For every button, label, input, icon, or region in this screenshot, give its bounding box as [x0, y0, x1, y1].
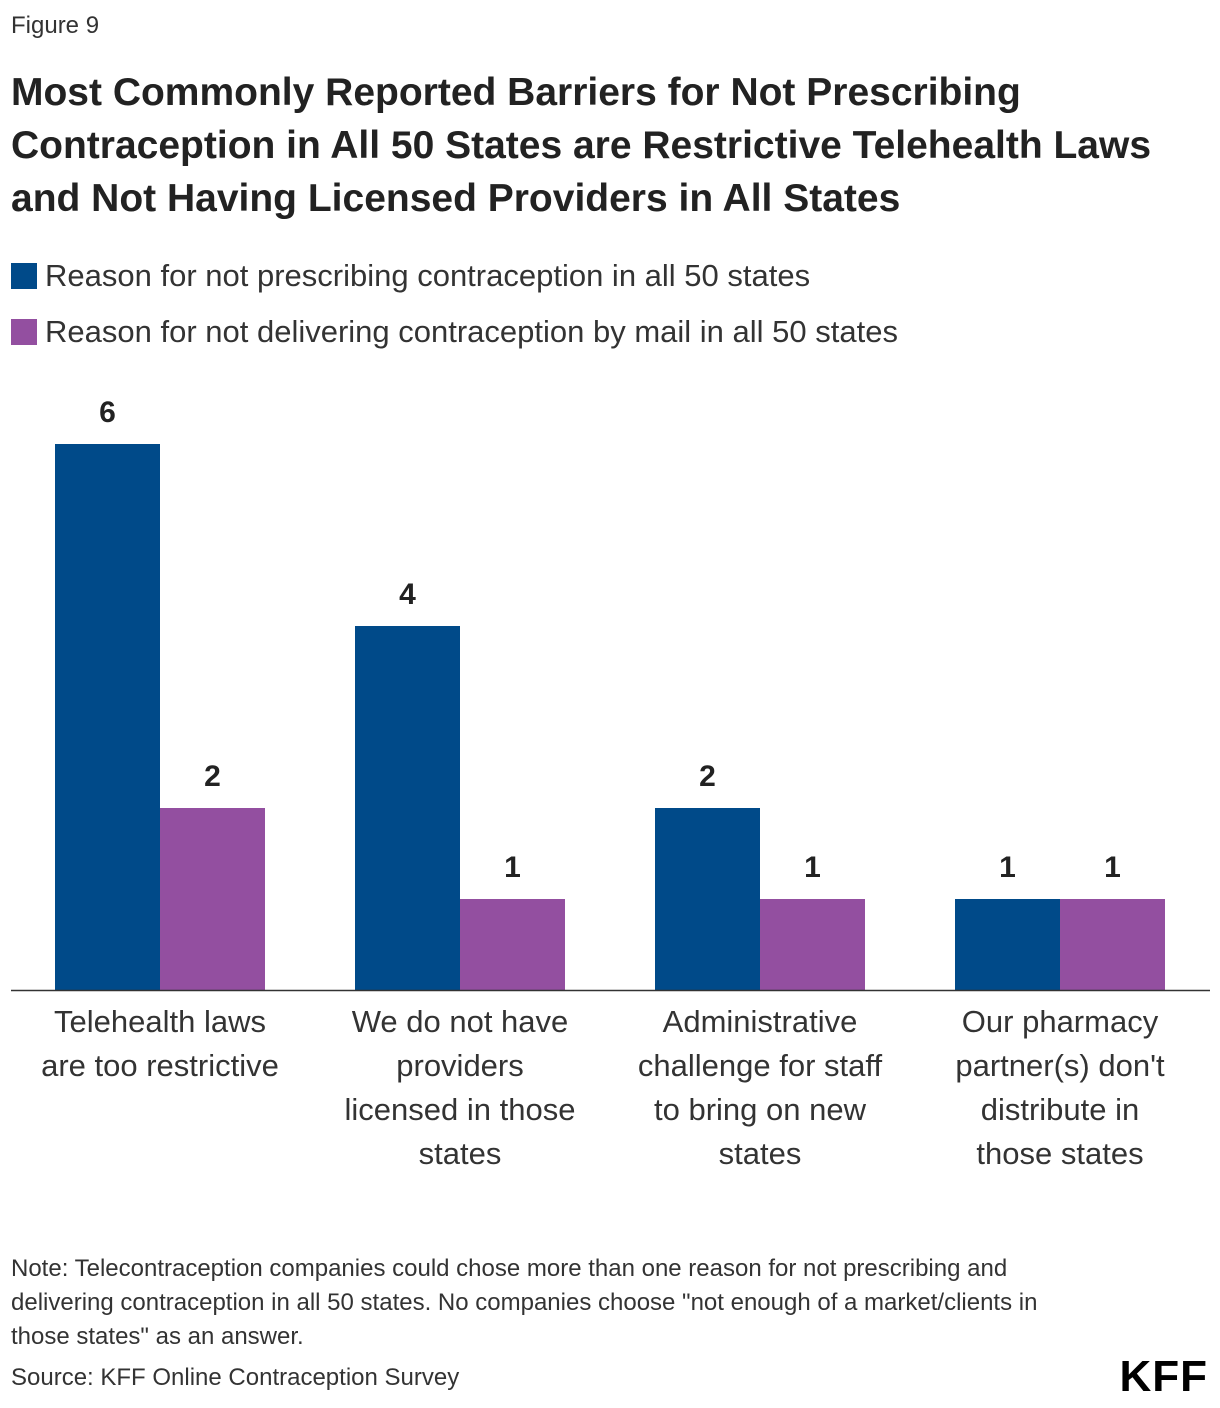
category-label: Telehealth laws are too restrictive — [41, 1004, 279, 1083]
bar-chart: 6 2 4 1 2 1 1 1 — [11, 396, 1210, 992]
bar-delivering — [460, 899, 565, 990]
data-label: 6 — [99, 396, 116, 429]
data-label: 2 — [204, 760, 221, 793]
chart-title: Most Commonly Reported Barriers for Not … — [11, 71, 1152, 220]
bar-prescribing — [955, 899, 1060, 990]
figure-label: Figure 9 — [11, 12, 100, 39]
bar-prescribing — [55, 444, 160, 990]
legend-item-prescribing: Reason for not prescribing contraception… — [11, 248, 898, 304]
chart-note: Note: Telecontraception companies could … — [11, 1255, 1038, 1350]
category-label: Our pharmacy partner(s) don't distribute i… — [955, 1004, 1165, 1171]
legend-swatch-prescribing — [11, 263, 37, 289]
data-label: 1 — [804, 851, 821, 884]
chart-source: Source: KFF Online Contraception Survey — [11, 1364, 460, 1391]
legend-label-prescribing: Reason for not prescribing contraception… — [45, 258, 811, 293]
category-label: Administrative challenge for staff to brin… — [637, 1004, 883, 1171]
data-label: 1 — [1104, 851, 1121, 884]
category-label: We do not have providers licensed in those… — [344, 1004, 576, 1171]
data-label: 1 — [999, 851, 1016, 884]
data-label: 2 — [699, 760, 716, 793]
bar-delivering — [1060, 899, 1165, 990]
kff-logo: KFF — [1119, 1352, 1208, 1401]
legend-label-delivering: Reason for not delivering contraception … — [45, 314, 898, 349]
data-label: 4 — [399, 578, 416, 611]
bar-delivering — [160, 808, 265, 990]
bar-prescribing — [355, 626, 460, 990]
bar-delivering — [760, 899, 865, 990]
legend: Reason for not prescribing contraception… — [11, 248, 898, 360]
legend-item-delivering: Reason for not delivering contraception … — [11, 304, 898, 360]
data-label: 1 — [504, 851, 521, 884]
bar-prescribing — [655, 808, 760, 990]
legend-swatch-delivering — [11, 319, 37, 345]
